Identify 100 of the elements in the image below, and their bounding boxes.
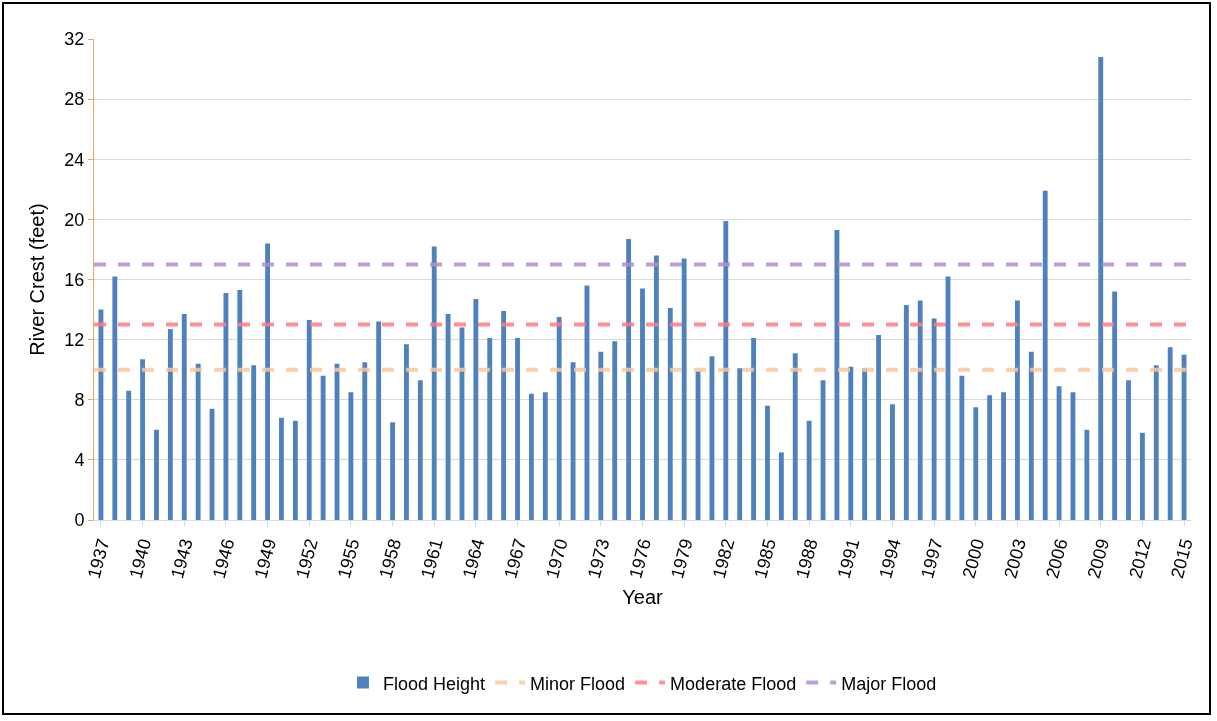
bar [626, 238, 632, 520]
bar [751, 338, 757, 520]
x-tick-label: 2012 [1125, 536, 1155, 581]
bar [903, 305, 909, 520]
bar [542, 392, 548, 520]
bar [306, 320, 312, 520]
bar [570, 362, 576, 520]
bar [890, 404, 895, 520]
x-tick-label: 1997 [916, 536, 947, 581]
bar [181, 314, 187, 520]
x-tick-label: 1982 [708, 536, 739, 581]
bar [723, 220, 729, 520]
bar [1014, 300, 1020, 520]
bar [917, 300, 923, 520]
x-tick-label: 1961 [417, 536, 447, 581]
x-tick-label: 2015 [1166, 536, 1197, 581]
bar [473, 299, 479, 520]
x-tick-label: 1955 [333, 536, 364, 581]
bar [154, 429, 159, 520]
bar [112, 276, 118, 520]
bar [653, 255, 659, 520]
bar [1098, 57, 1104, 520]
y-tick-label: 12 [64, 329, 85, 350]
x-tick-label: 1949 [250, 536, 281, 581]
y-tick-label: 28 [64, 89, 85, 110]
x-tick-label: 1946 [208, 536, 239, 581]
y-tick-label: 24 [64, 149, 85, 170]
x-axis-title: Year [622, 586, 664, 609]
bar [1167, 347, 1173, 520]
bar [417, 380, 423, 520]
bar [1126, 380, 1131, 520]
bar [1042, 190, 1048, 520]
bar [445, 314, 451, 520]
bar [778, 452, 784, 520]
bar [598, 351, 604, 520]
y-tick-label: 20 [64, 209, 85, 230]
legend-label: Flood Height [383, 673, 486, 694]
x-tick-label: 1952 [292, 536, 322, 581]
bar [487, 338, 493, 520]
x-tick-label: 1985 [750, 536, 781, 581]
x-tick-label: 2000 [958, 536, 989, 581]
bar [390, 422, 395, 520]
x-tick-label: 1979 [667, 536, 697, 581]
x-tick-label: 1970 [542, 536, 572, 581]
bar [765, 405, 770, 520]
x-tick-label: 1964 [458, 536, 489, 581]
x-tick-label: 2003 [1000, 536, 1030, 581]
bar [681, 258, 687, 520]
bar [195, 363, 201, 520]
bar [362, 362, 368, 520]
bar [320, 375, 326, 520]
y-tick-label: 16 [64, 269, 85, 290]
y-tick-label: 4 [74, 450, 85, 471]
x-tick-label: 1937 [83, 536, 114, 581]
bar [1084, 429, 1090, 520]
bar [1153, 365, 1159, 520]
bar [1112, 291, 1118, 520]
bar [515, 338, 520, 520]
x-tick-label: 1991 [833, 536, 864, 581]
bar [431, 246, 437, 520]
bar [1139, 432, 1145, 520]
x-tick-label: 1994 [875, 536, 906, 581]
bar [931, 318, 937, 520]
bar [973, 407, 979, 520]
bar [528, 393, 534, 520]
bar [1056, 386, 1062, 520]
bar [834, 229, 840, 520]
x-tick-label: 1976 [625, 536, 656, 581]
x-tick-label: 2009 [1083, 536, 1114, 581]
bar [848, 366, 854, 520]
x-tick-label: 1988 [792, 536, 822, 581]
bar [223, 293, 229, 520]
bar [251, 365, 257, 520]
y-axis-title: River Crest (feet) [26, 203, 48, 356]
bar [806, 420, 812, 520]
bar [987, 395, 993, 520]
bar [667, 308, 673, 520]
bar [140, 359, 146, 520]
x-tick-label: 1973 [583, 536, 614, 581]
legend-label: Major Flood [841, 673, 937, 694]
bar [959, 375, 965, 520]
bar [640, 288, 645, 520]
legend-label: Minor Flood [530, 673, 626, 694]
bar [167, 329, 173, 520]
bar [348, 392, 354, 520]
bar [501, 311, 507, 520]
bar [737, 368, 743, 520]
y-tick-label: 8 [74, 390, 85, 411]
bar [612, 341, 618, 520]
bar [556, 317, 562, 520]
x-tick-label: 1940 [125, 536, 156, 581]
y-tick-label: 0 [74, 510, 85, 531]
bar [237, 290, 243, 520]
x-tick-label: 2006 [1041, 536, 1072, 581]
x-tick-label: 1967 [500, 536, 531, 581]
y-tick-label: 32 [64, 29, 85, 50]
legend-label: Moderate Flood [670, 673, 797, 694]
bar [792, 353, 798, 520]
bar [376, 321, 382, 520]
bar [404, 344, 409, 520]
